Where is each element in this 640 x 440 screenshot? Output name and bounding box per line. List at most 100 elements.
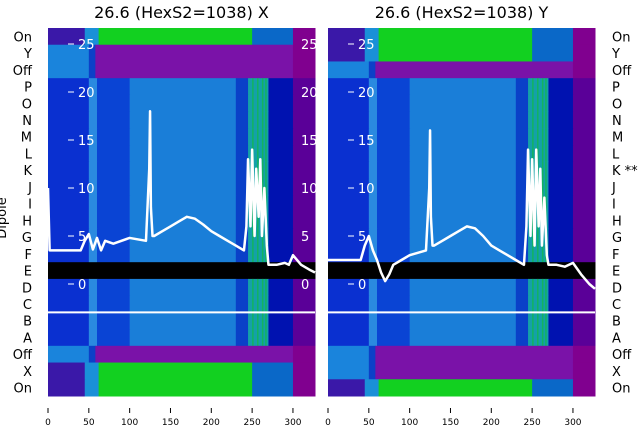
- heatmap-cell: [328, 128, 370, 146]
- row-label: On: [14, 30, 32, 45]
- stripe: [265, 128, 267, 146]
- row-label: I: [612, 198, 616, 213]
- row-label: H: [612, 214, 622, 229]
- heatmap-cell: [48, 195, 90, 213]
- xtick-label: 0: [325, 418, 331, 428]
- stripe: [537, 278, 539, 296]
- heatmap-cell: [48, 78, 90, 96]
- row-label: K **: [612, 164, 638, 179]
- heatmap-cell: [368, 312, 378, 330]
- stripe: [537, 245, 539, 263]
- stripe: [541, 78, 544, 95]
- heatmap-cell: [129, 145, 237, 163]
- heatmap-cell: [515, 278, 529, 297]
- stripe: [265, 329, 267, 346]
- heatmap-cell: [268, 212, 294, 230]
- row-label: I: [28, 198, 32, 213]
- heatmap-cell: [532, 28, 574, 46]
- heatmap-cell: [548, 295, 574, 313]
- heatmap-cell: [48, 278, 90, 297]
- stripe: [257, 145, 259, 162]
- stripe: [532, 78, 534, 95]
- twin-ytick-label: 20: [301, 86, 318, 101]
- twin-ytick-label: 5: [301, 230, 309, 245]
- row-label: A: [612, 331, 621, 346]
- row-label: G: [22, 231, 32, 246]
- heatmap-cell: [376, 278, 411, 297]
- row-label: P: [612, 81, 620, 96]
- stripe: [532, 329, 534, 346]
- stripe: [545, 145, 547, 162]
- heatmap-cell: [572, 312, 596, 330]
- stripe: [545, 312, 547, 330]
- heatmap-cell: [268, 312, 294, 330]
- stripe: [252, 111, 254, 129]
- row-label: On: [612, 382, 630, 397]
- heatmap-cell: [292, 245, 316, 263]
- stripe: [261, 178, 264, 196]
- row-label: J: [27, 181, 32, 196]
- heatmap-cell: [409, 295, 517, 313]
- stripe: [545, 94, 547, 112]
- chart-title: 26.6 (HexS2=1038) X: [94, 3, 269, 22]
- heatmap-cell: [572, 111, 596, 129]
- stripe: [252, 329, 254, 346]
- row-label: B: [612, 315, 621, 330]
- row-label: D: [612, 281, 622, 296]
- heatmap-cell: [129, 195, 237, 213]
- stripe: [545, 329, 547, 346]
- heatmap-cell: [48, 295, 90, 313]
- heatmap-cell: [409, 128, 517, 146]
- stripe: [257, 329, 259, 346]
- heatmap-cell: [48, 178, 90, 196]
- heatmap-cell: [96, 278, 131, 297]
- inner-ytick-label: 15: [78, 134, 95, 149]
- stripe: [537, 295, 539, 313]
- stripe: [537, 94, 539, 112]
- heatmap-cell: [515, 128, 529, 146]
- stripe: [537, 111, 539, 129]
- heatmap-cell: [292, 94, 316, 113]
- heatmap-cell: [515, 111, 529, 129]
- heatmap-cell: [328, 212, 370, 230]
- stripe: [257, 295, 259, 313]
- heatmap-cell: [129, 228, 237, 246]
- heatmap-cell: [515, 295, 529, 313]
- stripe: [532, 295, 534, 313]
- row-label: Off: [612, 348, 632, 363]
- heatmap-cell: [96, 94, 131, 113]
- xtick-label: 100: [121, 418, 138, 428]
- heatmap-cell: [48, 245, 90, 263]
- heatmap-cell: [96, 245, 131, 263]
- heatmap-cell: [409, 329, 517, 347]
- stripe: [257, 111, 259, 129]
- heatmap-cell: [364, 28, 380, 46]
- heatmap-cell: [548, 94, 574, 113]
- twin-ytick-label: 10: [301, 182, 318, 197]
- row-label: A: [23, 331, 32, 346]
- xtick-label: 250: [244, 418, 261, 428]
- row-label: O: [612, 97, 622, 112]
- heatmap-cell: [515, 161, 529, 180]
- stripe: [265, 245, 267, 263]
- heatmap-cell: [572, 362, 596, 380]
- heatmap-cell: [88, 61, 96, 79]
- heatmap-cell: [129, 161, 237, 180]
- heatmap-cell: [409, 145, 517, 163]
- row-label: On: [14, 382, 32, 397]
- heatmap-cell: [328, 61, 370, 79]
- row-label: F: [612, 248, 619, 263]
- heatmap-cell: [292, 312, 316, 330]
- heatmap-cell: [88, 145, 98, 163]
- stripe: [537, 228, 539, 246]
- heatmap-cell: [292, 61, 316, 79]
- heatmap-cell: [252, 28, 294, 46]
- stripe: [257, 94, 259, 112]
- stripe: [265, 78, 267, 95]
- heatmap-cell: [376, 78, 411, 96]
- heatmap-cell: [532, 379, 574, 397]
- stripe: [265, 312, 267, 330]
- row-label: On: [612, 30, 630, 45]
- heatmap-cell: [548, 228, 574, 246]
